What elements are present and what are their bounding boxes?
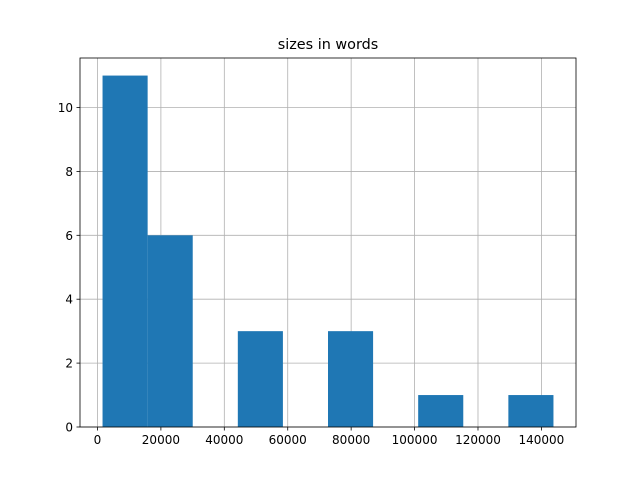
bar [147,235,193,427]
x-tick-label: 60000 [269,433,307,447]
y-tick-label: 10 [58,101,73,115]
x-tick-label: 20000 [142,433,180,447]
bar [418,395,464,427]
x-tick-label: 100000 [392,433,438,447]
bar [508,395,554,427]
y-tick-label: 6 [65,229,73,243]
x-tick-label: 40000 [205,433,243,447]
y-tick-label: 2 [65,357,73,371]
y-tick-label: 4 [65,293,73,307]
bar [328,331,374,427]
plot-frame [79,57,577,428]
y-tick-label: 8 [65,165,73,179]
x-tick-label: 120000 [455,433,501,447]
y-tick-label: 0 [65,421,73,435]
x-tick-label: 80000 [332,433,370,447]
chart-title: sizes in words [278,37,379,53]
bar [102,75,148,428]
bar [237,331,283,427]
x-tick-label: 140000 [518,433,564,447]
x-tick-label: 0 [94,433,102,447]
